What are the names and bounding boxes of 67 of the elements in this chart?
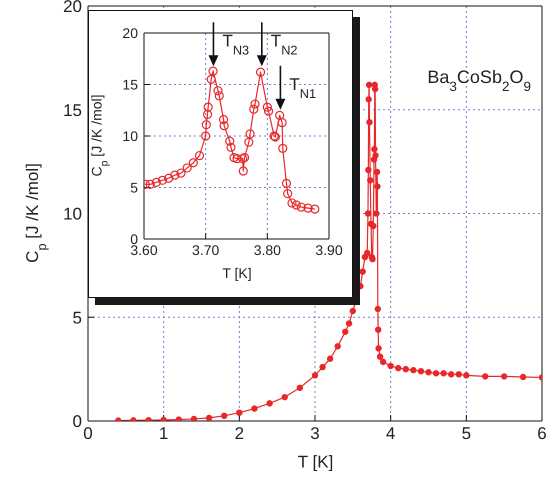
point [158,176,168,185]
point [287,198,297,208]
point [176,168,186,178]
annotation: T$_{N3}$ [222,31,250,57]
point [226,142,236,152]
point [249,104,258,114]
point [206,74,216,84]
point [303,204,313,213]
point [292,200,301,210]
point [238,166,248,176]
point [220,121,229,130]
x-tick-label: 4 [386,424,396,444]
point [238,154,248,164]
point [194,150,204,160]
x-tick-label: 3.70 [192,242,220,258]
annotation: Ba$_{3}$CoSb$_{2}$O$_{9}$ [427,67,531,94]
point [225,136,234,146]
point [232,154,242,164]
point [201,131,210,141]
x-tick-label: 6 [537,424,547,444]
point [278,144,288,153]
point [152,178,161,187]
y-tick-label: 5 [72,308,82,328]
point [170,170,180,180]
point [214,91,224,100]
y-tick-label: 15 [122,76,138,92]
point [164,174,174,183]
x-tick-label: 2 [234,424,244,444]
point [310,204,320,214]
x-tick-label: 5 [462,424,472,444]
point [208,66,218,76]
point [256,68,266,77]
point [202,110,212,119]
point [146,180,155,190]
point [229,153,239,162]
point [213,86,223,96]
point [282,178,292,188]
point [275,110,284,120]
x-axis-title: T [K] [298,452,334,472]
point [262,102,272,112]
point [244,138,254,147]
point [188,158,198,168]
point [202,120,211,130]
y-tick-label: 10 [63,204,82,224]
point [278,118,287,128]
y-tick-label: 20 [122,24,138,41]
annotation: T$_{N1}$ [289,74,316,100]
point [283,189,292,198]
y-tick-label: 15 [63,100,82,120]
y-tick-label: 5 [130,179,138,196]
x-axis-title: T [K] [222,265,252,281]
point [296,202,306,212]
y-tick-label: 10 [122,128,138,144]
point [218,114,228,124]
point [250,99,260,109]
point [204,102,213,112]
point [182,163,192,173]
point [245,129,255,139]
x-tick-label: 3.90 [315,242,343,258]
x-tick-label: 3 [310,424,320,444]
x-tick-label: 1 [158,424,168,444]
y-tick-label: 0 [72,412,82,432]
x-tick-label: 3.80 [254,242,282,258]
annotation: T$_{N2}$ [270,31,298,57]
point [240,153,250,162]
y-tick-label: 20 [63,0,82,16]
point [264,106,274,116]
